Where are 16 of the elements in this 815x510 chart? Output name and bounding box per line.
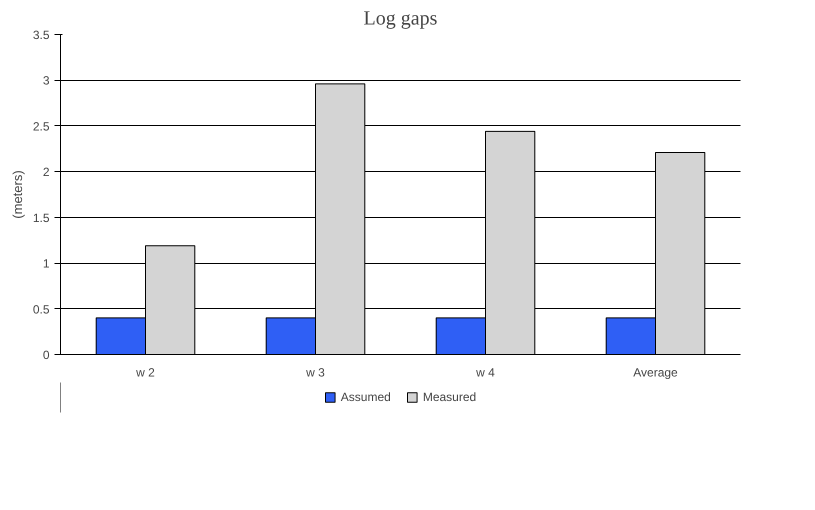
y-tick-label: 0 xyxy=(42,348,50,362)
chart-title: Log gaps xyxy=(364,8,438,30)
y-tick-label: 1.5 xyxy=(32,210,50,225)
legend-label: Measured xyxy=(422,390,476,404)
x-tick-label: Average xyxy=(633,366,678,380)
y-tick-label: 1 xyxy=(42,256,50,271)
y-tick-label: 2 xyxy=(42,165,50,180)
y-tick-label: 0.5 xyxy=(32,302,50,316)
x-tick-label: w 4 xyxy=(475,366,496,380)
y-tick-label: 3 xyxy=(42,74,50,88)
y-tick-label: 3.5 xyxy=(32,28,50,42)
x-tick-label: w 2 xyxy=(135,366,156,380)
y-tick-label: 2.5 xyxy=(32,119,50,134)
x-tick-label: w 3 xyxy=(305,366,326,380)
y-axis-title: (meters) xyxy=(10,170,25,219)
legend-label: Assumed xyxy=(340,390,391,404)
